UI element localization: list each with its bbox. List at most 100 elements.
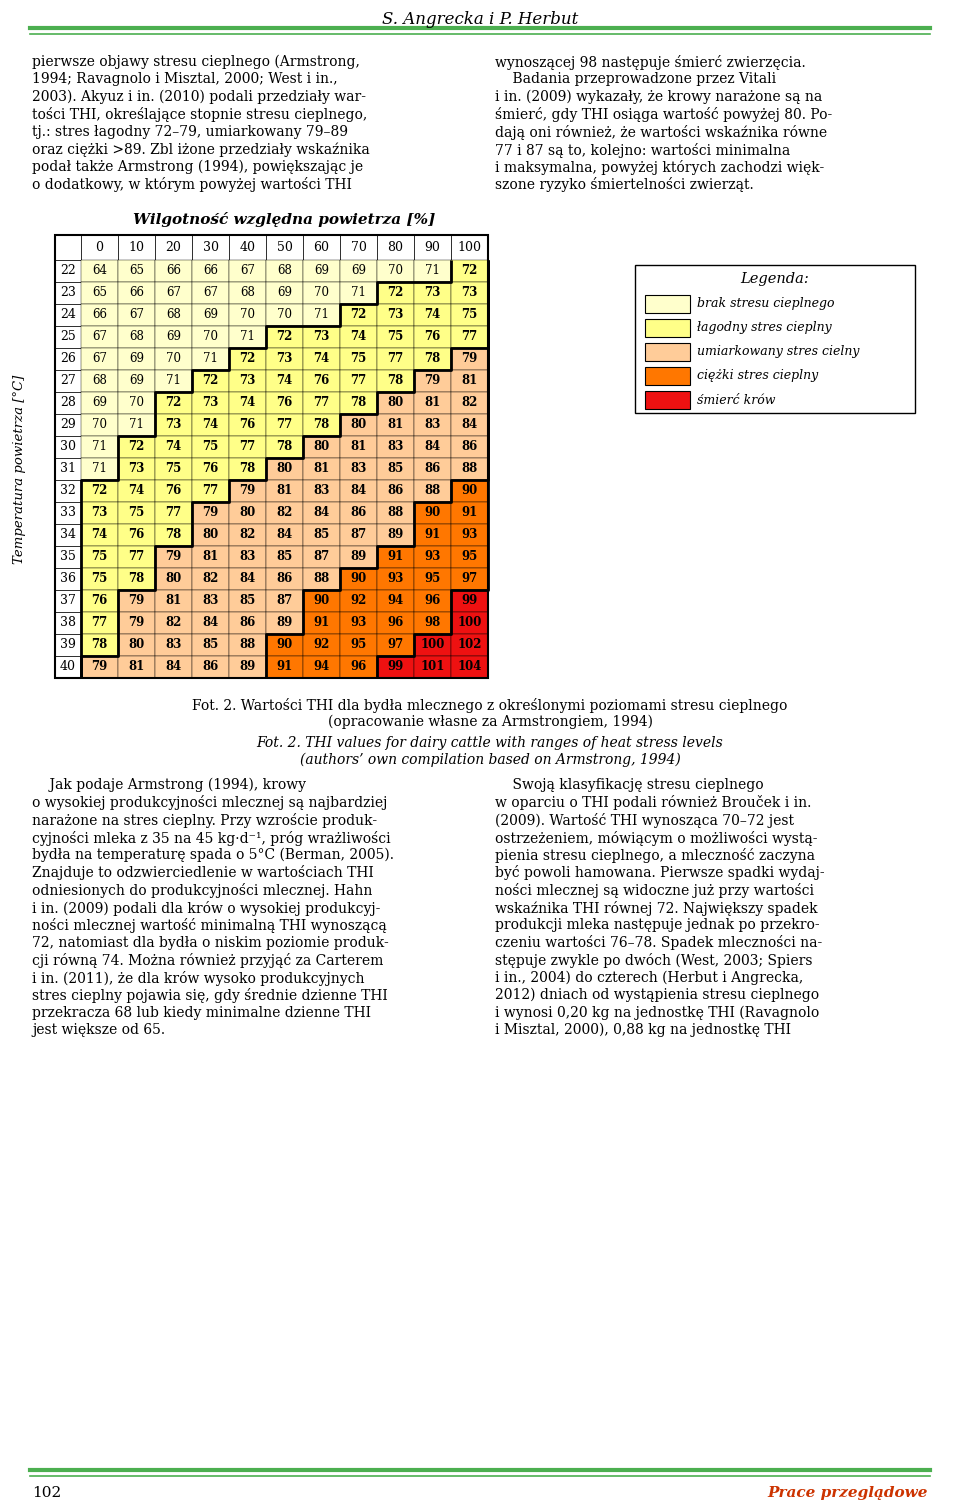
Bar <box>451 480 488 502</box>
Bar <box>303 282 340 305</box>
Bar <box>118 415 155 436</box>
Bar <box>303 369 340 392</box>
Text: 2003). Akyuz i in. (2010) podali przedziały war-: 2003). Akyuz i in. (2010) podali przedzi… <box>32 90 366 104</box>
Bar <box>414 282 451 305</box>
Text: (opracowanie własne za Armstrongiem, 1994): (opracowanie własne za Armstrongiem, 199… <box>327 715 653 730</box>
Bar <box>303 546 340 569</box>
Text: 80: 80 <box>165 573 181 585</box>
Text: 84: 84 <box>350 484 367 498</box>
Bar <box>451 633 488 656</box>
Text: 97: 97 <box>462 573 478 585</box>
Text: 99: 99 <box>462 594 478 608</box>
Bar <box>229 348 266 369</box>
Text: 90: 90 <box>424 241 441 253</box>
Bar <box>451 415 488 436</box>
Bar <box>81 305 118 326</box>
Text: pierwsze objawy stresu cieplnego (Armstrong,: pierwsze objawy stresu cieplnego (Armstr… <box>32 54 360 69</box>
Text: 78: 78 <box>313 419 329 431</box>
Bar <box>340 458 377 480</box>
Bar <box>377 259 414 282</box>
Text: 75: 75 <box>350 353 367 365</box>
Text: 83: 83 <box>165 638 181 651</box>
Text: 0: 0 <box>95 241 104 253</box>
Text: 71: 71 <box>425 264 440 277</box>
Text: Temperatura powietrza [°C]: Temperatura powietrza [°C] <box>13 374 27 564</box>
Bar <box>155 415 192 436</box>
Text: 79: 79 <box>91 661 108 674</box>
Bar <box>55 415 81 436</box>
Bar <box>192 458 229 480</box>
Bar <box>81 502 118 523</box>
Text: 82: 82 <box>276 507 293 519</box>
Bar <box>118 369 155 392</box>
Text: 77: 77 <box>239 440 255 454</box>
Text: 28: 28 <box>60 397 76 410</box>
Text: stres cieplny pojawia się, gdy średnie dzienne THI: stres cieplny pojawia się, gdy średnie d… <box>32 988 388 1003</box>
Text: 83: 83 <box>424 419 441 431</box>
Bar <box>377 369 414 392</box>
Bar <box>81 612 118 633</box>
Bar <box>192 436 229 458</box>
Bar <box>340 436 377 458</box>
Text: 92: 92 <box>350 594 367 608</box>
Text: 81: 81 <box>424 397 441 410</box>
Text: 75: 75 <box>462 309 478 321</box>
Text: 86: 86 <box>424 463 441 475</box>
Text: 80: 80 <box>350 419 367 431</box>
Bar <box>414 633 451 656</box>
Bar <box>377 326 414 348</box>
Text: w oparciu o THI podali również Brouček i in.: w oparciu o THI podali również Brouček i… <box>495 796 811 810</box>
Text: 68: 68 <box>129 330 144 344</box>
Text: 66: 66 <box>203 264 218 277</box>
Text: 93: 93 <box>424 550 441 564</box>
Text: oraz ciężki >89. Zbl iżone przedziały wskaźnika: oraz ciężki >89. Zbl iżone przedziały ws… <box>32 142 370 157</box>
Text: 85: 85 <box>239 594 255 608</box>
Text: 79: 79 <box>129 594 145 608</box>
Text: ności mlecznej są widoczne już przy wartości: ności mlecznej są widoczne już przy wart… <box>495 884 814 897</box>
Bar <box>155 348 192 369</box>
Text: 77: 77 <box>313 397 329 410</box>
Text: 36: 36 <box>60 573 76 585</box>
Bar <box>81 458 118 480</box>
Text: 77: 77 <box>462 330 478 344</box>
Text: 70: 70 <box>350 241 367 253</box>
Bar <box>266 415 303 436</box>
Bar <box>229 590 266 612</box>
Bar <box>229 436 266 458</box>
Bar <box>192 612 229 633</box>
Text: 67: 67 <box>129 309 144 321</box>
Bar <box>118 480 155 502</box>
Bar <box>451 326 488 348</box>
Bar <box>81 480 118 502</box>
Text: 88: 88 <box>462 463 478 475</box>
Text: 77: 77 <box>276 419 293 431</box>
Bar <box>155 502 192 523</box>
Bar <box>118 235 155 259</box>
Bar <box>118 282 155 305</box>
Text: 90: 90 <box>313 594 329 608</box>
Text: 84: 84 <box>462 419 478 431</box>
Text: 77: 77 <box>203 484 219 498</box>
Bar <box>55 546 81 569</box>
Text: 82: 82 <box>239 528 255 541</box>
Text: Fot. 2. THI values for dairy cattle with ranges of heat stress levels: Fot. 2. THI values for dairy cattle with… <box>256 736 724 749</box>
Bar <box>118 502 155 523</box>
Bar <box>414 569 451 590</box>
Text: 73: 73 <box>165 419 181 431</box>
Bar <box>155 612 192 633</box>
Bar <box>55 235 81 259</box>
Bar <box>229 259 266 282</box>
Bar <box>118 326 155 348</box>
Text: 91: 91 <box>388 550 403 564</box>
Bar <box>303 480 340 502</box>
Text: ności mlecznej wartość minimalną THI wynoszącą: ności mlecznej wartość minimalną THI wyn… <box>32 918 387 933</box>
Text: 92: 92 <box>313 638 329 651</box>
Text: czeniu wartości 76–78. Spadek mleczności na-: czeniu wartości 76–78. Spadek mleczności… <box>495 935 823 950</box>
Bar <box>118 546 155 569</box>
Bar <box>414 305 451 326</box>
Text: 91: 91 <box>462 507 478 519</box>
Text: 78: 78 <box>424 353 441 365</box>
Bar <box>266 235 303 259</box>
Bar <box>340 590 377 612</box>
Text: 60: 60 <box>314 241 329 253</box>
